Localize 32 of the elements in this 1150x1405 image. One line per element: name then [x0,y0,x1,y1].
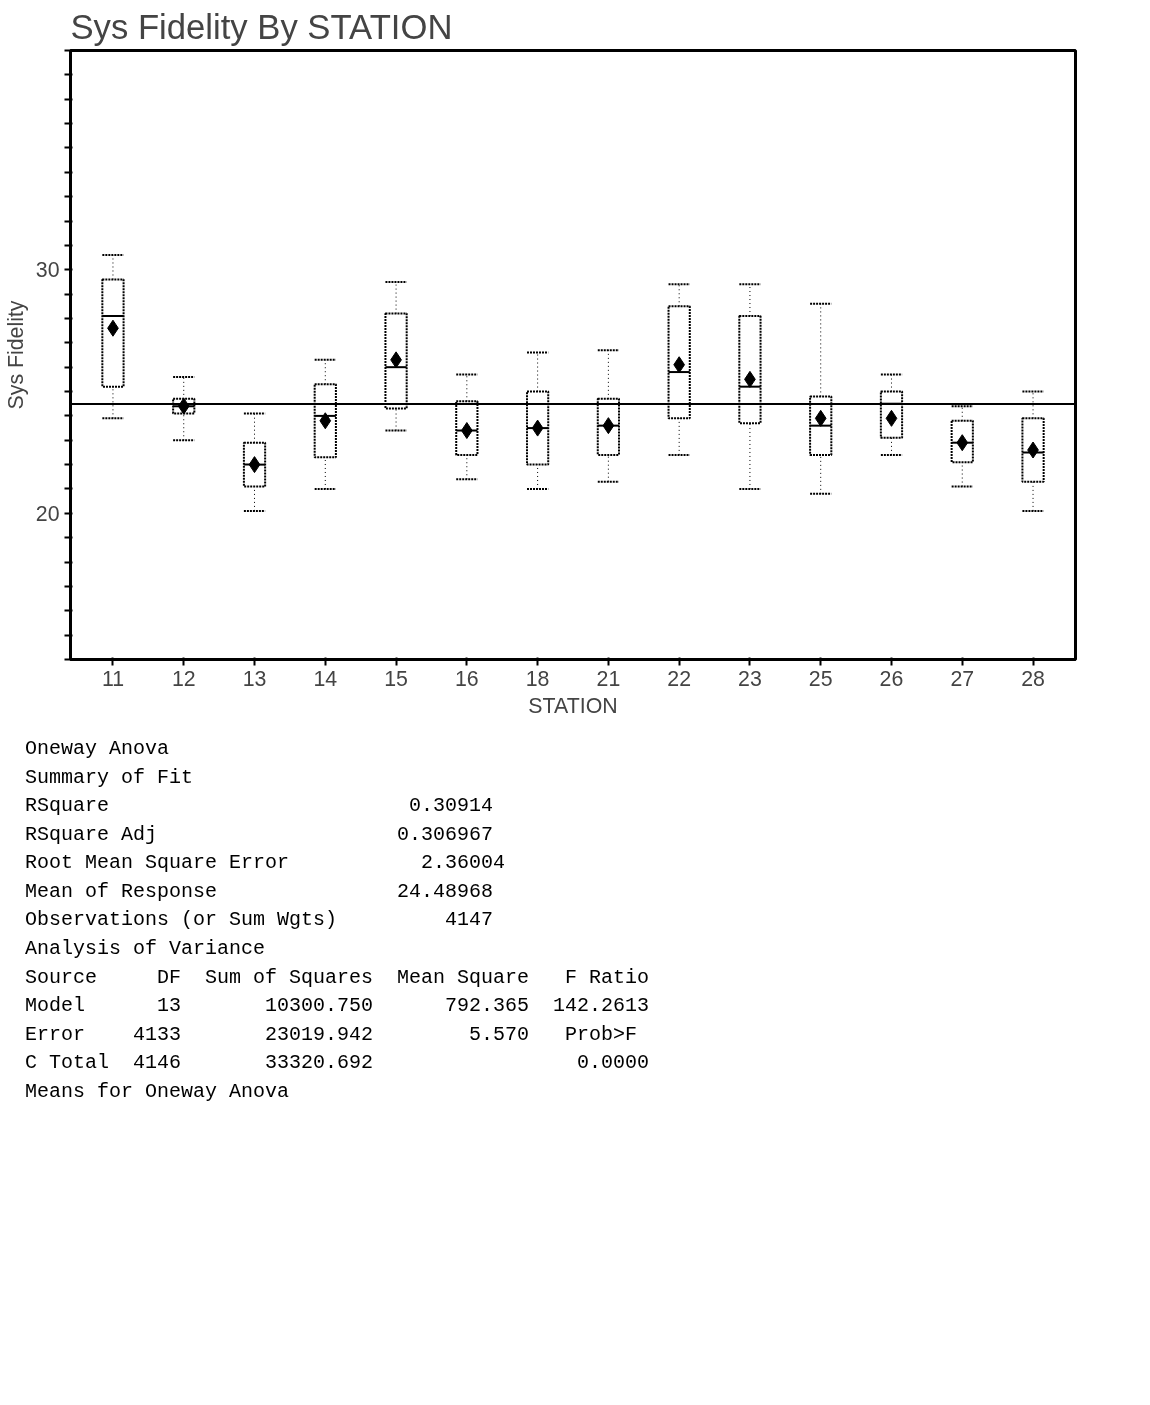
source-note: Source DF Sum of Squares Mean Square F Ratio [25,965,650,989]
text: Observations (or Sum Wgts) 4147 [25,908,494,932]
chart-title: Sys Fidelity By STATION [70,7,453,46]
text: C Total 4146 33320.692 0.0000 [25,1051,650,1075]
x-tick-label: 15 [384,666,408,691]
y-tick-label: 20 [35,501,60,526]
x-tick-label: 18 [525,666,550,691]
x-tick-label: 22 [667,666,692,691]
text: Root Mean Square Error 2.36004 [25,851,506,875]
x-tick-label: 16 [454,666,479,691]
x-tick-label: 26 [879,666,904,691]
x-tick-label: 25 [808,666,833,691]
x-tick-label: 11 [101,666,125,691]
x-tick-label: 14 [313,666,338,691]
y-axis-title: Sys Fidelity [3,300,28,410]
x-tick-label: 23 [738,666,762,691]
text: RSquare 0.30914 [25,794,494,818]
x-tick-label: 28 [1021,666,1045,691]
x-tick-label: 21 [596,666,621,691]
text: Analysis of Variance [25,936,266,960]
x-tick-label: 12 [171,666,196,691]
y-tick-label: 30 [35,258,60,283]
text: Mean of Response 24.48968 [25,879,494,903]
x-tick-label: 27 [950,666,975,691]
text: Means for Oneway Anova [25,1079,290,1103]
x-tick-label: 13 [242,666,267,691]
text: Oneway Anova [25,737,170,760]
text: Error 4133 23019.942 5.570 Prob>F [25,1022,638,1046]
text: Summary of Fit [25,765,194,789]
text: Model 13 10300.750 792.365 142.2613 [25,994,650,1018]
x-axis-title: STATION [528,693,618,718]
text: RSquare Adj 0.306967 [25,822,494,846]
